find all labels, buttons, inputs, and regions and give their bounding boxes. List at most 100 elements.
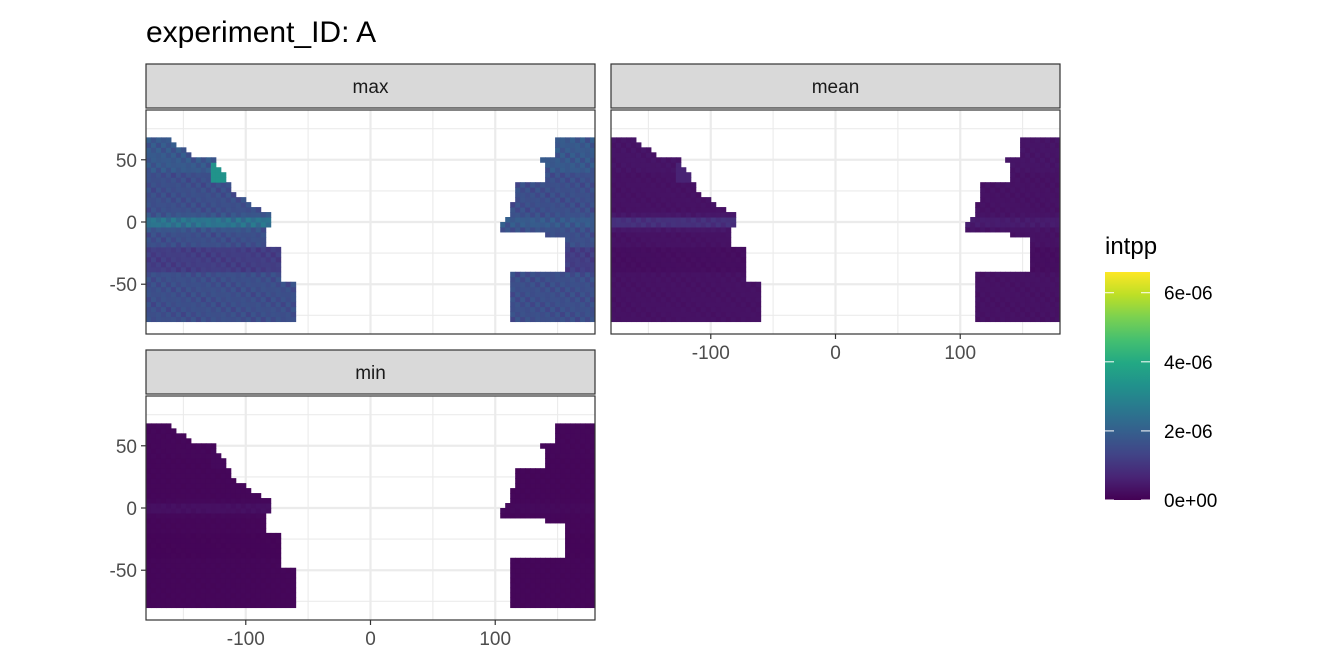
raster-cell: [525, 306, 531, 313]
raster-cell: [210, 508, 217, 514]
raster-cell: [240, 286, 247, 293]
raster-cell: [520, 582, 526, 589]
raster-cell: [205, 498, 212, 504]
raster-cell: [1045, 152, 1051, 158]
raster-cell: [530, 498, 536, 504]
raster-cell: [1015, 222, 1021, 228]
raster-cell: [260, 537, 267, 544]
raster-cell: [160, 582, 167, 589]
raster-cell: [1050, 152, 1056, 158]
raster-cell: [285, 602, 292, 609]
raster-cell: [585, 458, 591, 464]
raster-cell: [570, 266, 576, 273]
raster-cell: [690, 241, 697, 248]
raster-cell: [515, 567, 521, 574]
raster-cell: [160, 162, 167, 168]
raster-cell: [995, 281, 1001, 288]
raster-cell: [630, 167, 637, 173]
raster-cell: [580, 433, 586, 439]
raster-cell: [1045, 251, 1051, 258]
raster-cell: [580, 222, 586, 228]
raster-cell: [210, 547, 217, 554]
raster-cell: [175, 478, 182, 484]
raster-cell: [215, 562, 222, 569]
raster-cell: [195, 291, 202, 298]
raster-cell: [160, 197, 167, 203]
raster-cell: [215, 532, 222, 539]
raster-cell: [225, 286, 232, 293]
raster-cell: [625, 157, 632, 163]
raster-cell: [170, 291, 177, 298]
raster-cell: [280, 316, 287, 323]
raster-cell: [240, 488, 247, 494]
raster-cell: [580, 286, 586, 293]
raster-cell: [165, 142, 172, 148]
raster-cell: [720, 271, 727, 278]
raster-cell: [260, 587, 267, 594]
raster-cell: [690, 207, 697, 213]
raster-cell: [160, 187, 167, 193]
raster-cell: [565, 311, 571, 318]
raster-cell: [590, 311, 596, 318]
raster-cell: [560, 226, 566, 233]
raster-cell: [265, 597, 272, 604]
raster-cell: [175, 557, 182, 564]
raster-cell: [975, 226, 981, 233]
raster-cell: [990, 296, 996, 303]
raster-cell: [205, 602, 212, 609]
raster-cell: [670, 276, 677, 283]
raster-cell: [180, 443, 187, 449]
raster-cell: [1055, 222, 1061, 228]
raster-cell: [565, 291, 571, 298]
raster-cell: [235, 271, 242, 278]
raster-cell: [695, 301, 702, 308]
raster-cell: [1050, 231, 1056, 238]
raster-cell: [170, 187, 177, 193]
raster-cell: [170, 493, 177, 499]
raster-cell: [180, 458, 187, 464]
raster-cell: [720, 236, 727, 243]
raster-cell: [525, 311, 531, 318]
raster-cell: [265, 592, 272, 599]
raster-cell: [230, 207, 237, 213]
raster-cell: [220, 458, 227, 464]
raster-cell: [1015, 192, 1021, 198]
raster-cell: [590, 572, 596, 579]
raster-cell: [975, 316, 981, 323]
raster-cell: [970, 217, 976, 223]
raster-cell: [660, 162, 667, 168]
raster-cell: [645, 226, 652, 233]
raster-cell: [575, 552, 581, 559]
raster-cell: [1035, 177, 1041, 183]
x-tick-label: -100: [692, 343, 730, 364]
raster-cell: [1025, 271, 1031, 278]
raster-cell: [570, 316, 576, 323]
raster-cell: [655, 281, 662, 288]
raster-cell: [570, 587, 576, 594]
raster-cell: [1035, 162, 1041, 168]
raster-cell: [1035, 291, 1041, 298]
raster-cell: [235, 197, 242, 203]
raster-cell: [670, 306, 677, 313]
raster-cell: [720, 291, 727, 298]
raster-cell: [225, 473, 232, 479]
raster-cell: [146, 212, 152, 218]
raster-cell: [611, 187, 617, 193]
raster-cell: [615, 142, 622, 148]
raster-cell: [570, 187, 576, 193]
raster-cell: [1010, 271, 1016, 278]
raster-cell: [1045, 241, 1051, 248]
raster-cell: [1055, 246, 1061, 253]
raster-cell: [660, 241, 667, 248]
raster-cell: [205, 276, 212, 283]
raster-cell: [250, 286, 257, 293]
raster-cell: [265, 251, 272, 258]
raster-cell: [255, 241, 262, 248]
raster-cell: [180, 468, 187, 474]
raster-cell: [745, 301, 752, 308]
raster-cell: [635, 296, 642, 303]
raster-cell: [210, 577, 217, 584]
raster-cell: [185, 532, 192, 539]
raster-cell: [185, 261, 192, 268]
raster-cell: [735, 301, 742, 308]
